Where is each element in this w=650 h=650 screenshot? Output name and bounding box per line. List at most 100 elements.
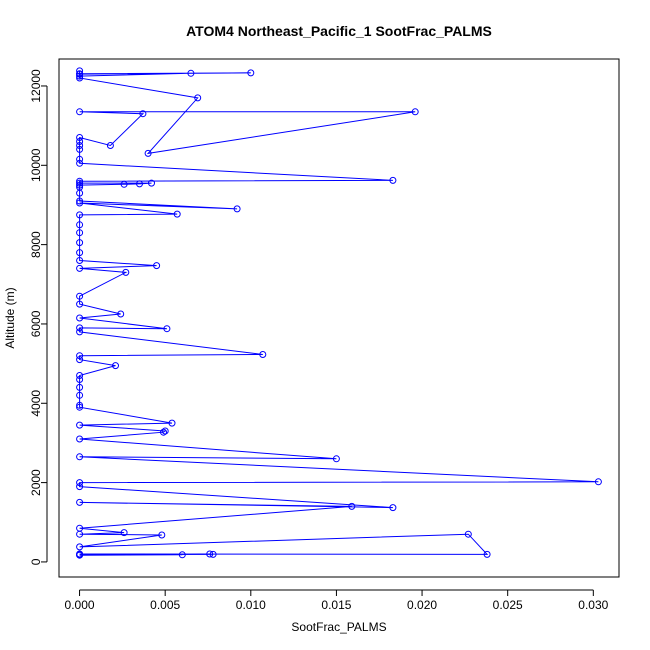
data-point — [194, 94, 202, 102]
data-point — [76, 142, 84, 149]
data-point — [76, 72, 84, 80]
data-point — [76, 328, 84, 336]
data-point — [158, 531, 166, 539]
data-point — [76, 352, 84, 360]
data-point — [76, 391, 84, 399]
data-point — [464, 530, 472, 538]
data-point — [483, 550, 491, 558]
data-point — [76, 543, 84, 551]
data-point — [209, 550, 217, 558]
data-point — [76, 239, 84, 247]
y-tick-label: 12000 — [29, 69, 43, 103]
data-point — [259, 351, 267, 358]
data-point — [206, 550, 214, 558]
x-tick-label: 0.020 — [407, 598, 437, 612]
data-point — [76, 134, 84, 141]
data-point — [76, 229, 84, 237]
data-point — [411, 108, 419, 116]
data-point — [76, 249, 84, 257]
chart-title: ATOM4 Northeast_Pacific_1 SootFrac_PALMS — [186, 23, 492, 39]
data-point — [76, 550, 84, 558]
x-tick-label: 0.005 — [150, 598, 180, 612]
data-point — [76, 197, 84, 205]
data-point — [348, 502, 356, 510]
y-tick-label: 8000 — [29, 231, 43, 258]
data-point — [76, 453, 84, 461]
data-point — [233, 205, 241, 213]
data-point — [76, 498, 84, 506]
y-tick-label: 4000 — [29, 390, 43, 417]
data-point — [76, 372, 84, 379]
data-point — [76, 67, 84, 75]
data-point — [76, 145, 84, 153]
data-point — [389, 176, 397, 184]
data-point — [144, 149, 152, 157]
data-point — [76, 421, 84, 429]
data-point — [76, 159, 84, 167]
data-point — [120, 529, 128, 537]
data-point — [76, 199, 84, 207]
data-point — [76, 257, 84, 264]
data-point — [136, 180, 143, 188]
data-point — [117, 310, 125, 318]
data-point — [76, 264, 84, 272]
data-point — [76, 401, 84, 409]
y-tick-label: 6000 — [29, 310, 43, 337]
data-point — [76, 292, 84, 300]
data-point — [187, 69, 195, 77]
data-point — [76, 155, 84, 163]
y-tick-label: 10000 — [29, 148, 43, 182]
data-point — [76, 108, 84, 116]
data-point — [178, 551, 186, 559]
data-point — [76, 181, 84, 189]
x-tick-label: 0.010 — [236, 598, 266, 612]
data-point — [76, 530, 84, 538]
series-line — [79, 70, 599, 556]
data-point — [168, 419, 176, 427]
data-point — [76, 300, 84, 308]
y-tick-label: 0 — [29, 558, 43, 565]
y-axis-label: Altitude (m) — [3, 287, 17, 348]
data-point — [76, 70, 84, 78]
x-axis-label: SootFrac_PALMS — [291, 620, 386, 634]
data-point — [76, 324, 84, 332]
data-point — [332, 455, 340, 463]
data-point — [120, 180, 128, 188]
data-point — [112, 362, 119, 370]
data-point — [76, 221, 84, 229]
x-tick-label: 0.015 — [321, 598, 351, 612]
data-point — [122, 268, 130, 276]
data-point — [148, 179, 155, 187]
data-point — [139, 110, 147, 118]
x-tick-label: 0.000 — [65, 598, 95, 612]
data-point — [163, 325, 171, 333]
data-point — [153, 262, 161, 270]
plot-frame — [58, 58, 620, 578]
data-point — [76, 211, 84, 219]
data-point — [76, 314, 84, 322]
data-point — [76, 435, 84, 443]
data-point — [594, 478, 602, 486]
data-point — [173, 210, 181, 218]
series-layer — [76, 67, 602, 559]
data-point — [106, 142, 114, 149]
data-point — [76, 179, 84, 187]
x-tick-label: 0.030 — [578, 598, 608, 612]
y-tick-label: 2000 — [29, 469, 43, 496]
data-point — [76, 138, 84, 145]
data-point — [160, 428, 167, 436]
data-point — [247, 69, 255, 77]
x-tick-label: 0.025 — [493, 598, 523, 612]
data-point — [76, 356, 84, 364]
data-point — [161, 427, 169, 435]
x-axis: 0.000 0.005 0.010 0.015 0.020 0.025 0.030 — [65, 589, 609, 612]
y-axis: 0 2000 4000 6000 8000 10000 12000 — [29, 69, 48, 565]
data-point — [76, 483, 84, 491]
data-point — [389, 504, 397, 512]
data-point — [76, 74, 84, 82]
data-point — [76, 189, 84, 197]
data-point — [76, 403, 84, 411]
data-point — [76, 383, 84, 391]
